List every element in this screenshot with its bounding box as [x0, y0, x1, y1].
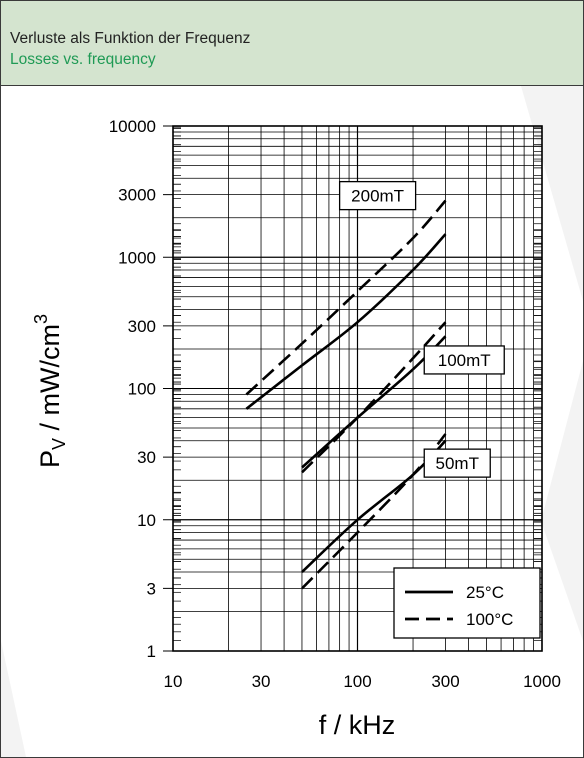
y-tick-labels: 1 3 10 30 100 300 1000 3000 10000 — [109, 117, 173, 661]
watermark-shape — [1, 641, 26, 757]
x-tick-label: 300 — [431, 672, 459, 691]
y-axis-label-superscript: 3 — [31, 314, 51, 324]
title-german: Verluste als Funktion der Frequenz — [10, 30, 251, 47]
curve-100mt-100c — [301, 321, 447, 474]
title-english: Losses vs. frequency — [10, 51, 156, 68]
legend-label-100c: 100°C — [466, 610, 513, 629]
legend-label-25c: 25°C — [466, 583, 504, 602]
curve-200mt-25c — [245, 233, 447, 410]
x-axis-label: f / kHz — [319, 710, 396, 740]
watermark-shape — [521, 86, 583, 301]
watermark-shape — [541, 361, 583, 641]
x-tick-label: 30 — [252, 672, 271, 691]
label-200mt: 200mT — [351, 187, 404, 206]
y-tick-label: 10 — [137, 511, 156, 530]
label-50mt: 50mT — [436, 454, 479, 473]
label-box-200mt — [338, 180, 417, 211]
y-tick-label: 3 — [147, 579, 156, 598]
x-tick-label: 10 — [164, 672, 183, 691]
loss-chart: 1 3 10 30 100 300 1000 3000 10000 10 30 100 300 1000… — [1, 86, 583, 757]
y-axis-label-subscript: V — [49, 438, 69, 450]
y-axis-label-rest: / mW/cm — [35, 324, 65, 438]
group-labels: 200mT 100mT 50mT — [338, 180, 505, 478]
y-tick-label: 1 — [147, 642, 156, 661]
y-tick-label: 3000 — [118, 186, 156, 205]
y-tick-label: 300 — [128, 317, 156, 336]
grid — [172, 125, 543, 652]
x-tick-label: 1000 — [523, 672, 561, 691]
label-box-100mt — [423, 345, 505, 375]
label-100mt: 100mT — [438, 351, 491, 370]
y-tick-label: 1000 — [118, 248, 156, 267]
y-tick-label: 100 — [128, 380, 156, 399]
y-tick-label: 10000 — [109, 117, 156, 136]
legend-box — [393, 567, 541, 639]
x-tick-labels: 10 30 100 300 1000 — [164, 672, 561, 691]
svg-text:PV / mW/cm3: PV / mW/cm3 — [31, 314, 69, 468]
legend: 25°C 100°C — [393, 567, 541, 639]
curve-200mt-100c — [245, 199, 447, 396]
label-box-50mt — [423, 448, 491, 478]
y-tick-label: 30 — [137, 448, 156, 467]
x-tick-label: 100 — [343, 672, 371, 691]
figure-header: Verluste als Funktion der Frequenz Losse… — [1, 1, 583, 86]
y-axis-label: PV / mW/cm3 — [31, 314, 69, 468]
y-axis-label-main: P — [35, 450, 65, 468]
